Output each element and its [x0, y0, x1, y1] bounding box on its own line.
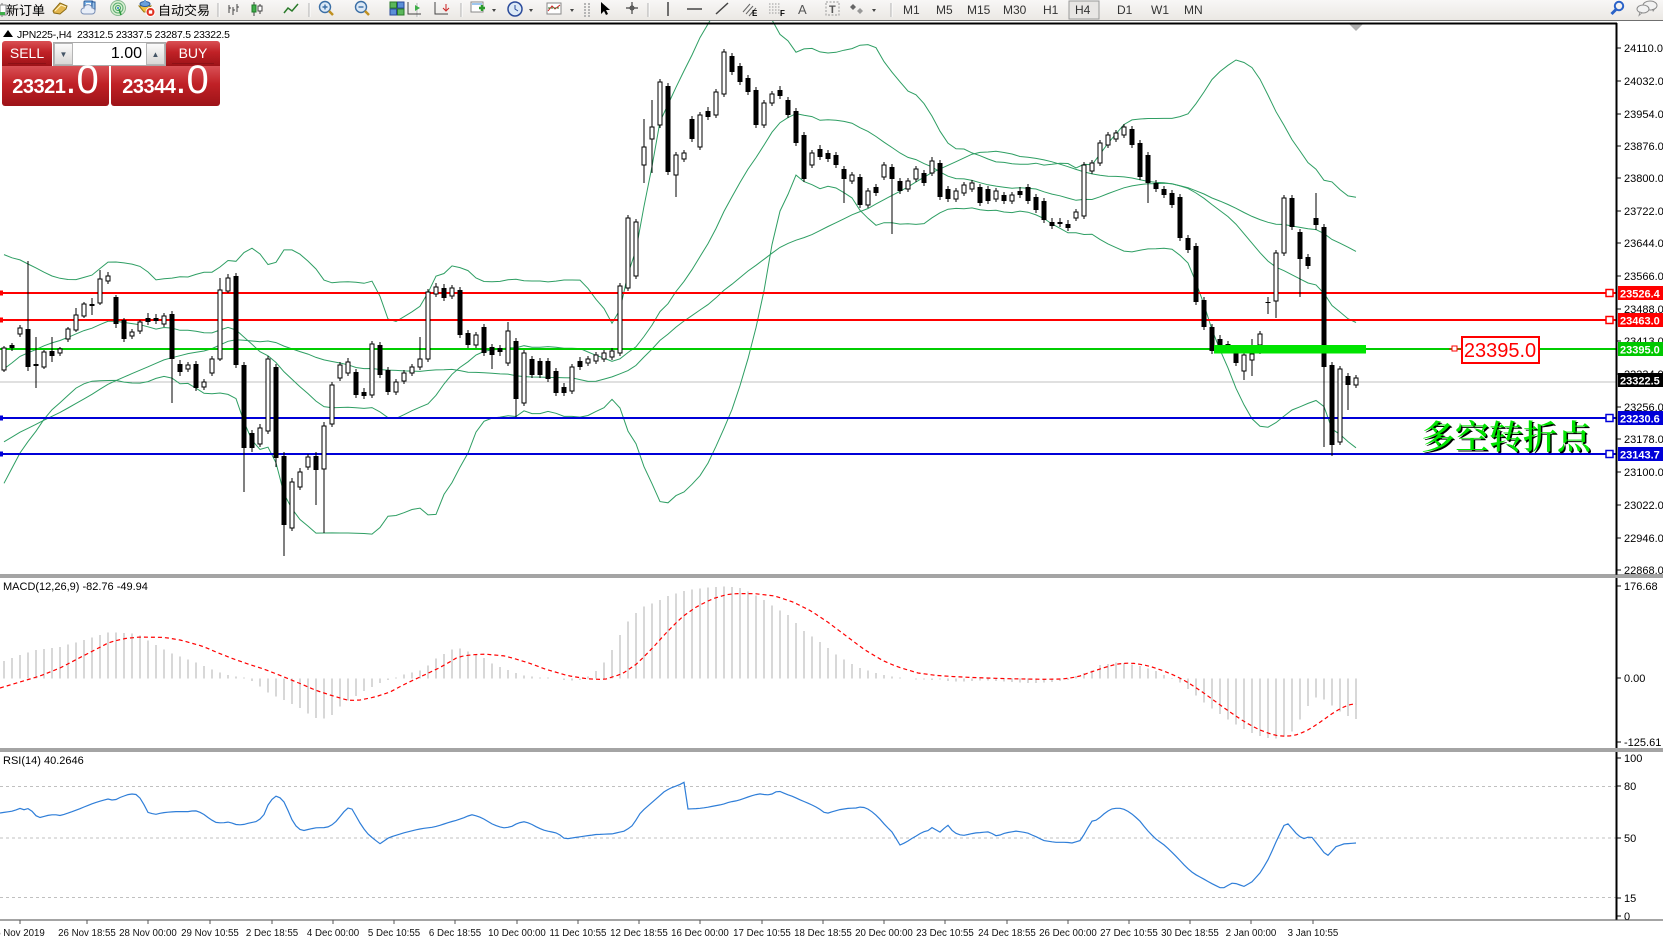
svg-text:-125.61: -125.61: [1624, 737, 1661, 749]
svg-text:100: 100: [1624, 753, 1642, 765]
svg-text:23463.0: 23463.0: [1620, 316, 1660, 328]
svg-text:24 Dec 18:55: 24 Dec 18:55: [978, 928, 1036, 939]
svg-text:30 Dec 18:55: 30 Dec 18:55: [1161, 928, 1219, 939]
svg-text:RSI(14) 40.2646: RSI(14) 40.2646: [3, 755, 84, 767]
svg-text:16 Dec 00:00: 16 Dec 00:00: [671, 928, 729, 939]
svg-text:5 Nov 2019: 5 Nov 2019: [0, 928, 45, 939]
svg-text:17 Dec 10:55: 17 Dec 10:55: [733, 928, 791, 939]
svg-text:M1: M1: [903, 3, 920, 17]
svg-text:T: T: [829, 4, 836, 16]
svg-text:D1: D1: [1117, 3, 1133, 17]
svg-text:4 Dec 00:00: 4 Dec 00:00: [307, 928, 360, 939]
svg-text:18 Dec 18:55: 18 Dec 18:55: [794, 928, 852, 939]
svg-text:28 Nov 00:00: 28 Nov 00:00: [119, 928, 177, 939]
svg-text:M30: M30: [1003, 3, 1027, 17]
svg-text:22868.0: 22868.0: [1624, 565, 1663, 577]
svg-text:24032.0: 24032.0: [1624, 76, 1663, 88]
svg-text:2 Dec 18:55: 2 Dec 18:55: [246, 928, 298, 939]
svg-text:3 Jan 10:55: 3 Jan 10:55: [1288, 928, 1339, 939]
svg-text:29 Nov 10:55: 29 Nov 10:55: [181, 928, 239, 939]
svg-text:23876.0: 23876.0: [1624, 141, 1663, 153]
svg-text:23395.0: 23395.0: [1620, 345, 1660, 357]
svg-text:50: 50: [1624, 833, 1636, 845]
svg-text:20 Dec 00:00: 20 Dec 00:00: [855, 928, 913, 939]
svg-text:H4: H4: [1075, 3, 1091, 17]
svg-text:26 Dec 00:00: 26 Dec 00:00: [1039, 928, 1097, 939]
svg-text:23 Dec 10:55: 23 Dec 10:55: [916, 928, 974, 939]
svg-text:6 Dec 18:55: 6 Dec 18:55: [429, 928, 481, 939]
svg-text:F: F: [780, 9, 785, 18]
svg-text:23022.0: 23022.0: [1624, 500, 1663, 512]
svg-text:176.68: 176.68: [1624, 581, 1658, 593]
svg-text:23322.5: 23322.5: [1620, 376, 1660, 388]
svg-text:JPN225-,H4 23312.5 23337.5 23: JPN225-,H4 23312.5 23337.5 23287.5 23322…: [17, 30, 230, 41]
svg-text:0: 0: [1624, 911, 1630, 923]
svg-text:5 Dec 10:55: 5 Dec 10:55: [368, 928, 420, 939]
svg-text:12 Dec 18:55: 12 Dec 18:55: [610, 928, 668, 939]
svg-text:23100.0: 23100.0: [1624, 467, 1663, 479]
svg-text:23178.0: 23178.0: [1624, 434, 1663, 446]
svg-text:24110.0: 24110.0: [1624, 43, 1663, 55]
svg-text:2 Jan 00:00: 2 Jan 00:00: [1226, 928, 1277, 939]
svg-text:23395.0: 23395.0: [1464, 340, 1536, 362]
svg-text:E: E: [752, 9, 758, 18]
svg-text:W1: W1: [1151, 3, 1169, 17]
svg-text:23800.0: 23800.0: [1624, 173, 1663, 185]
svg-text:M5: M5: [936, 3, 953, 17]
svg-text:A: A: [798, 2, 807, 17]
svg-text:80: 80: [1624, 781, 1636, 793]
svg-text:26 Nov 18:55: 26 Nov 18:55: [58, 928, 116, 939]
svg-text:10 Dec 00:00: 10 Dec 00:00: [488, 928, 546, 939]
svg-text:23954.0: 23954.0: [1624, 109, 1663, 121]
svg-text:22946.0: 22946.0: [1624, 533, 1663, 545]
svg-text:23143.7: 23143.7: [1620, 450, 1660, 462]
svg-text:M15: M15: [967, 3, 991, 17]
svg-text:11 Dec 10:55: 11 Dec 10:55: [550, 928, 607, 939]
svg-text:MACD(12,26,9) -82.76 -49.94: MACD(12,26,9) -82.76 -49.94: [3, 581, 148, 593]
svg-text:23230.6: 23230.6: [1620, 414, 1660, 426]
svg-text:23526.4: 23526.4: [1620, 289, 1661, 301]
svg-text:23644.0: 23644.0: [1624, 238, 1663, 250]
svg-text:H1: H1: [1043, 3, 1059, 17]
svg-text:27 Dec 10:55: 27 Dec 10:55: [1100, 928, 1158, 939]
svg-text:0.00: 0.00: [1624, 673, 1645, 685]
svg-text:15: 15: [1624, 893, 1636, 905]
svg-text:23722.0: 23722.0: [1624, 206, 1663, 218]
svg-text:MN: MN: [1184, 3, 1203, 17]
svg-text:23566.0: 23566.0: [1624, 271, 1663, 283]
